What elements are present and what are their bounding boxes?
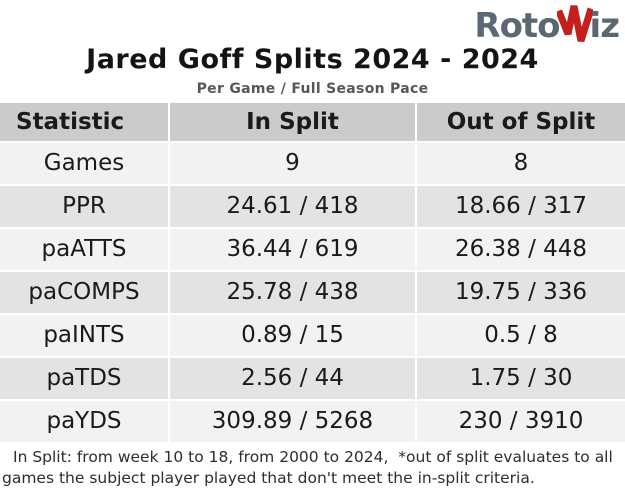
out-of-split-value: 18.66 / 317	[417, 186, 625, 227]
stat-name: paINTS	[0, 315, 168, 356]
logo-text-iz: iz	[589, 6, 620, 46]
out-of-split-value: 19.75 / 336	[417, 272, 625, 313]
page-title: Jared Goff Splits 2024 - 2024	[86, 44, 539, 75]
out-of-split-value: 1.75 / 30	[417, 358, 625, 399]
out-of-split-value: 8	[417, 143, 625, 184]
column-header-in-split: In Split	[170, 103, 415, 141]
table-row-pacomps: paCOMPS 25.78 / 438 19.75 / 336	[0, 272, 625, 313]
in-split-value: 0.89 / 15	[170, 315, 415, 356]
out-of-split-value: 230 / 3910	[417, 401, 625, 442]
in-split-value: 24.61 / 418	[170, 186, 415, 227]
table-row-paints: paINTS 0.89 / 15 0.5 / 8	[0, 315, 625, 356]
stat-name: paATTS	[0, 229, 168, 270]
in-split-value: 309.89 / 5268	[170, 401, 415, 442]
page-subtitle: Per Game / Full Season Pace	[196, 81, 429, 97]
logo-text-roto: Roto	[474, 6, 560, 46]
column-header-statistic: Statistic	[0, 103, 168, 141]
table-row-payds: paYDS 309.89 / 5268 230 / 3910	[0, 401, 625, 442]
table-row-games: Games 9 8	[0, 143, 625, 184]
out-of-split-value: 0.5 / 8	[417, 315, 625, 356]
table-row-ppr: PPR 24.61 / 418 18.66 / 317	[0, 186, 625, 227]
rotoviz-logo: Roto iz	[474, 2, 620, 46]
footnote: In Split: from week 10 to 18, from 2000 …	[2, 447, 622, 489]
in-split-value: 2.56 / 44	[170, 358, 415, 399]
stat-name: PPR	[0, 186, 168, 227]
stat-name: paCOMPS	[0, 272, 168, 313]
stat-name: paTDS	[0, 358, 168, 399]
in-split-value: 36.44 / 619	[170, 229, 415, 270]
logo-heartbeat-v-icon	[556, 5, 593, 43]
stat-name: Games	[0, 143, 168, 184]
table-row-patds: paTDS 2.56 / 44 1.75 / 30	[0, 358, 625, 399]
splits-table: Statistic In Split Out of Split Games 9 …	[0, 103, 625, 444]
table-row-paatts: paATTS 36.44 / 619 26.38 / 448	[0, 229, 625, 270]
column-header-out-of-split: Out of Split	[417, 103, 625, 141]
in-split-value: 9	[170, 143, 415, 184]
out-of-split-value: 26.38 / 448	[417, 229, 625, 270]
in-split-value: 25.78 / 438	[170, 272, 415, 313]
footnote-line-1: In Split: from week 10 to 18, from 2000 …	[13, 448, 613, 466]
stat-name: paYDS	[0, 401, 168, 442]
table-header-row: Statistic In Split Out of Split	[0, 103, 625, 141]
footnote-line-2: games the subject player played that don…	[2, 469, 535, 487]
